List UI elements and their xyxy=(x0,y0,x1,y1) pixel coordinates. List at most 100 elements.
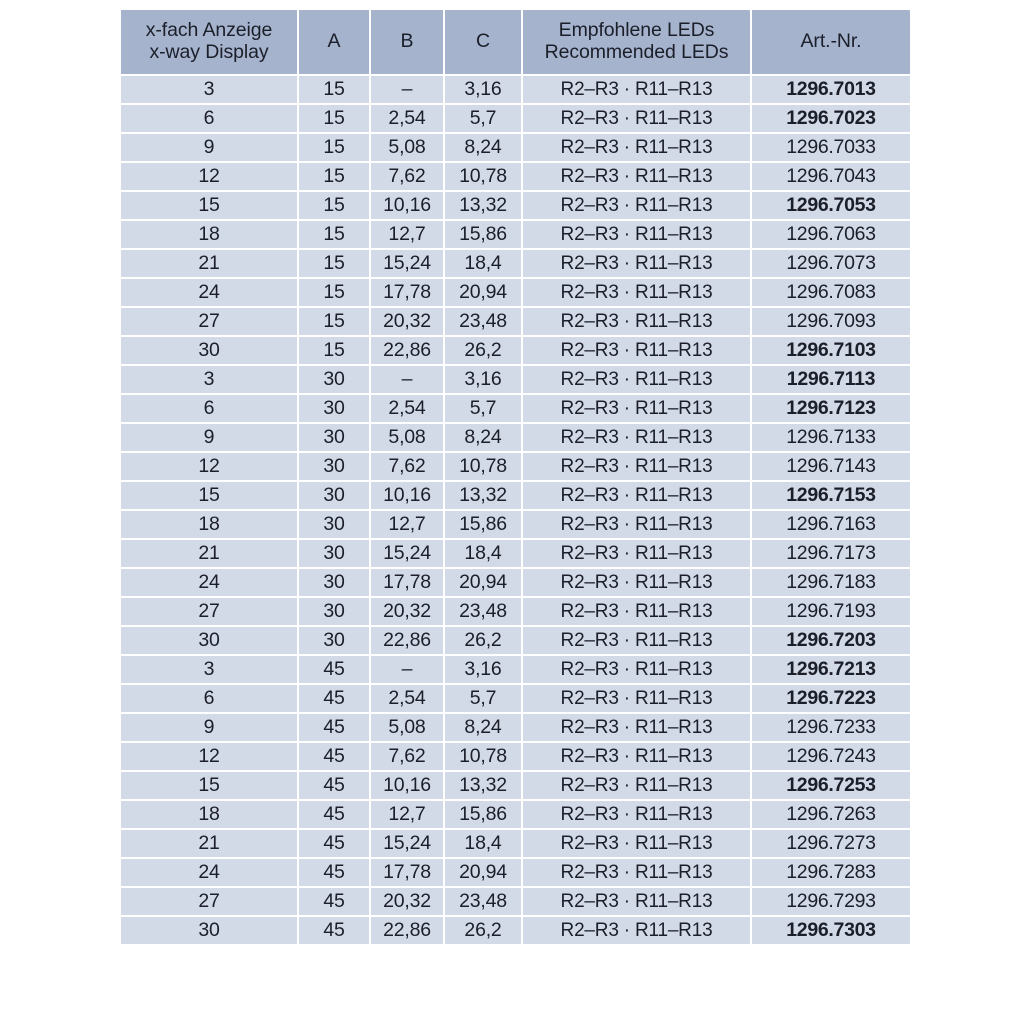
table-row: 27 30 20,32 23,48 R2–R3 · R11–R13 1296.7193 xyxy=(121,598,910,625)
cell-display: 3 xyxy=(121,656,297,683)
cell-c: 10,78 xyxy=(445,163,521,190)
column-header-article-number: Art.-Nr. xyxy=(752,10,910,74)
cell-article-number: 1296.7053 xyxy=(752,192,910,219)
table-row: 15 15 10,16 13,32 R2–R3 · R11–R13 1296.7053 xyxy=(121,192,910,219)
cell-c: 26,2 xyxy=(445,337,521,364)
cell-a: 15 xyxy=(299,105,369,132)
cell-display: 15 xyxy=(121,772,297,799)
cell-b: – xyxy=(371,656,443,683)
cell-c: 13,32 xyxy=(445,772,521,799)
cell-c: 26,2 xyxy=(445,627,521,654)
cell-recommended-leds: R2–R3 · R11–R13 xyxy=(523,685,750,712)
cell-recommended-leds: R2–R3 · R11–R13 xyxy=(523,540,750,567)
table-row: 24 30 17,78 20,94 R2–R3 · R11–R13 1296.7183 xyxy=(121,569,910,596)
cell-a: 30 xyxy=(299,627,369,654)
cell-recommended-leds: R2–R3 · R11–R13 xyxy=(523,482,750,509)
cell-c: 10,78 xyxy=(445,743,521,770)
column-header-leds-en: Recommended LEDs xyxy=(544,41,729,63)
column-header-display-en: x-way Display xyxy=(149,41,269,63)
column-header-b: B xyxy=(371,10,443,74)
cell-display: 24 xyxy=(121,569,297,596)
cell-c: 26,2 xyxy=(445,917,521,944)
cell-display: 15 xyxy=(121,192,297,219)
cell-c: 3,16 xyxy=(445,656,521,683)
cell-recommended-leds: R2–R3 · R11–R13 xyxy=(523,192,750,219)
cell-display: 30 xyxy=(121,627,297,654)
cell-recommended-leds: R2–R3 · R11–R13 xyxy=(523,250,750,277)
cell-article-number: 1296.7303 xyxy=(752,917,910,944)
cell-a: 15 xyxy=(299,192,369,219)
cell-recommended-leds: R2–R3 · R11–R13 xyxy=(523,772,750,799)
column-header-leds-de: Empfohlene LEDs xyxy=(558,19,715,42)
table-row: 21 45 15,24 18,4 R2–R3 · R11–R13 1296.7273 xyxy=(121,830,910,857)
cell-c: 15,86 xyxy=(445,221,521,248)
cell-recommended-leds: R2–R3 · R11–R13 xyxy=(523,134,750,161)
cell-display: 27 xyxy=(121,308,297,335)
cell-a: 15 xyxy=(299,76,369,103)
cell-b: 12,7 xyxy=(371,801,443,828)
cell-c: 3,16 xyxy=(445,76,521,103)
cell-recommended-leds: R2–R3 · R11–R13 xyxy=(523,714,750,741)
cell-display: 24 xyxy=(121,279,297,306)
led-display-spec-table: x-fach Anzeige x-way Display A B C Empfo… xyxy=(119,8,912,946)
table-row: 21 30 15,24 18,4 R2–R3 · R11–R13 1296.7173 xyxy=(121,540,910,567)
cell-display: 9 xyxy=(121,714,297,741)
cell-c: 8,24 xyxy=(445,714,521,741)
cell-c: 23,48 xyxy=(445,598,521,625)
cell-c: 23,48 xyxy=(445,308,521,335)
cell-display: 27 xyxy=(121,598,297,625)
cell-display: 27 xyxy=(121,888,297,915)
cell-article-number: 1296.7293 xyxy=(752,888,910,915)
column-header-c: C xyxy=(445,10,521,74)
cell-b: 2,54 xyxy=(371,395,443,422)
cell-c: 15,86 xyxy=(445,511,521,538)
cell-b: 22,86 xyxy=(371,917,443,944)
cell-b: 15,24 xyxy=(371,540,443,567)
cell-article-number: 1296.7223 xyxy=(752,685,910,712)
cell-display: 3 xyxy=(121,366,297,393)
cell-article-number: 1296.7073 xyxy=(752,250,910,277)
cell-recommended-leds: R2–R3 · R11–R13 xyxy=(523,308,750,335)
cell-display: 21 xyxy=(121,830,297,857)
cell-b: – xyxy=(371,366,443,393)
table-row: 9 15 5,08 8,24 R2–R3 · R11–R13 1296.7033 xyxy=(121,134,910,161)
cell-c: 13,32 xyxy=(445,192,521,219)
cell-article-number: 1296.7123 xyxy=(752,395,910,422)
table-row: 12 15 7,62 10,78 R2–R3 · R11–R13 1296.7043 xyxy=(121,163,910,190)
table-row: 3 15–3,16 R2–R3 · R11–R13 1296.7013 xyxy=(121,76,910,103)
cell-b: 10,16 xyxy=(371,482,443,509)
cell-b: 17,78 xyxy=(371,859,443,886)
cell-b: – xyxy=(371,76,443,103)
cell-display: 9 xyxy=(121,424,297,451)
column-header-leds: Empfohlene LEDs Recommended LEDs xyxy=(523,10,750,74)
cell-recommended-leds: R2–R3 · R11–R13 xyxy=(523,801,750,828)
cell-display: 9 xyxy=(121,134,297,161)
cell-a: 45 xyxy=(299,888,369,915)
cell-display: 18 xyxy=(121,221,297,248)
cell-article-number: 1296.7033 xyxy=(752,134,910,161)
cell-display: 30 xyxy=(121,337,297,364)
cell-b: 17,78 xyxy=(371,569,443,596)
table-row: 24 45 17,78 20,94 R2–R3 · R11–R13 1296.7283 xyxy=(121,859,910,886)
cell-b: 22,86 xyxy=(371,337,443,364)
table-row: 6 45 2,54 5,7 R2–R3 · R11–R13 1296.7223 xyxy=(121,685,910,712)
cell-recommended-leds: R2–R3 · R11–R13 xyxy=(523,656,750,683)
cell-c: 23,48 xyxy=(445,888,521,915)
cell-c: 20,94 xyxy=(445,569,521,596)
table-row: 30 30 22,86 26,2 R2–R3 · R11–R13 1296.7203 xyxy=(121,627,910,654)
cell-recommended-leds: R2–R3 · R11–R13 xyxy=(523,743,750,770)
cell-b: 20,32 xyxy=(371,308,443,335)
cell-recommended-leds: R2–R3 · R11–R13 xyxy=(523,888,750,915)
cell-display: 21 xyxy=(121,250,297,277)
cell-recommended-leds: R2–R3 · R11–R13 xyxy=(523,366,750,393)
cell-article-number: 1296.7183 xyxy=(752,569,910,596)
cell-display: 6 xyxy=(121,395,297,422)
cell-recommended-leds: R2–R3 · R11–R13 xyxy=(523,395,750,422)
table-row: 6 15 2,54 5,7 R2–R3 · R11–R13 1296.7023 xyxy=(121,105,910,132)
cell-a: 30 xyxy=(299,598,369,625)
cell-recommended-leds: R2–R3 · R11–R13 xyxy=(523,76,750,103)
table-row: 15 45 10,16 13,32 R2–R3 · R11–R13 1296.7253 xyxy=(121,772,910,799)
cell-b: 17,78 xyxy=(371,279,443,306)
cell-article-number: 1296.7163 xyxy=(752,511,910,538)
cell-article-number: 1296.7263 xyxy=(752,801,910,828)
